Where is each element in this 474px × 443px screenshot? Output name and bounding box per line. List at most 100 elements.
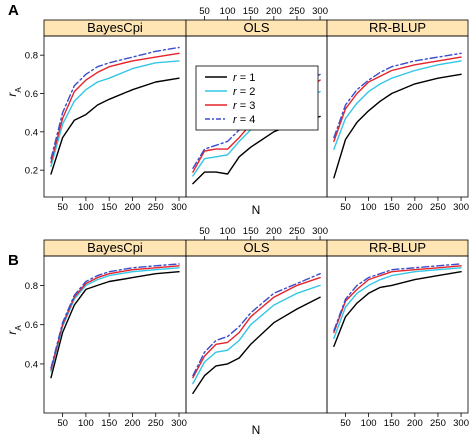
x-tick-label: 50	[57, 202, 68, 213]
legend-entry-var: r	[233, 100, 238, 112]
y-tick-label: 0.8	[25, 281, 38, 292]
series-line-r2	[333, 60, 462, 150]
x-tick-label: 200	[407, 202, 423, 213]
y-tick-label: 0.6	[25, 89, 38, 100]
y-tick-label: 0.4	[25, 127, 38, 138]
panel-frame	[326, 255, 469, 414]
series-line-r4	[50, 46, 180, 160]
x-tick-label: 300	[171, 418, 187, 429]
series-line-r4	[333, 263, 462, 332]
x-tick-label: 200	[125, 418, 141, 429]
x-tick-label: 100	[361, 202, 377, 213]
series-line-r3	[50, 265, 180, 371]
legend-entry: r = 1	[233, 72, 255, 84]
chart-2: B BayesCpi 50 100 150 200 250 300 OLS 50 100 150 200…	[5, 226, 469, 437]
x-tick-label: 250	[289, 226, 305, 237]
panel-ols: OLS 50 100 150 200 250 300	[185, 226, 328, 414]
series-line-r1	[50, 271, 180, 379]
x-tick-label: 100	[78, 418, 94, 429]
panel-rr-blup: RR-BLUP 50 100 150 200 250 300	[326, 19, 469, 213]
chart-1: A BayesCpi 50 100 150 200 250 300 OLS 50 100 150 200…	[5, 2, 469, 217]
legend-entry: r = 3	[233, 100, 255, 112]
panel-rr-blup: RR-BLUP 50 100 150 200 250 300	[326, 239, 469, 429]
series-line-r2	[50, 267, 180, 373]
x-tick-label: 200	[125, 202, 141, 213]
series-line-r4	[192, 273, 321, 377]
panel-bayescpi: BayesCpi 50 100 150 200 250 300	[43, 19, 187, 213]
panel-frame	[43, 35, 187, 198]
series-line-r1	[333, 73, 462, 179]
panel-frame	[326, 35, 469, 198]
x-tick-label: 100	[220, 6, 236, 17]
y-axis-label: rA	[5, 325, 23, 335]
x-tick-label: 250	[148, 418, 164, 429]
series-line-r4	[333, 52, 462, 139]
x-tick-label: 150	[101, 202, 117, 213]
x-tick-label: 300	[453, 418, 469, 429]
x-tick-label: 150	[384, 202, 400, 213]
series-line-r1	[50, 77, 180, 175]
y-axis-label: rA	[5, 87, 23, 97]
x-tick-label: 300	[453, 202, 469, 213]
y-tick-label: 0.8	[25, 51, 38, 62]
y-tick-label: 0.4	[25, 359, 38, 370]
series-line-r2	[333, 267, 462, 340]
panel-letter: B	[8, 252, 19, 269]
y-tick-label: 0.2	[25, 166, 38, 177]
x-tick-label: 50	[199, 6, 210, 17]
series-line-r1	[192, 296, 321, 395]
x-tick-label: 150	[384, 418, 400, 429]
panel-frame	[43, 255, 187, 414]
series-line-r4	[50, 263, 180, 369]
panel-bayescpi: BayesCpi 50 100 150 200 250 300	[43, 239, 187, 429]
legend-entry-value: = 4	[237, 114, 256, 126]
x-tick-label: 200	[266, 6, 282, 17]
x-tick-label: 50	[340, 202, 351, 213]
y-axis-label-main: r	[5, 92, 19, 97]
series-line-r3	[192, 276, 321, 379]
x-tick-label: 150	[243, 6, 259, 17]
x-tick-label: 50	[57, 418, 68, 429]
x-tick-label: 250	[430, 418, 446, 429]
legend-entry-var: r	[233, 86, 238, 98]
x-tick-label: 50	[340, 418, 351, 429]
x-axis-label: N	[252, 203, 261, 217]
y-tick-label: 0.6	[25, 320, 38, 331]
x-tick-label: 200	[266, 226, 282, 237]
x-tick-label: 100	[78, 202, 94, 213]
x-tick-label: 200	[407, 418, 423, 429]
legend-entry-value: = 2	[237, 86, 256, 98]
x-tick-label: 50	[199, 226, 210, 237]
legend-entry-var: r	[233, 114, 238, 126]
legend-entry-value: = 3	[237, 100, 256, 112]
x-tick-label: 150	[243, 226, 259, 237]
x-tick-label: 250	[289, 6, 305, 17]
x-tick-label: 250	[148, 202, 164, 213]
legend-box	[195, 65, 319, 131]
y-axis: 0.4 0.6 0.8 rA	[5, 281, 44, 370]
legend-entry-var: r	[233, 72, 238, 84]
strip-title: OLS	[243, 240, 269, 255]
x-axis-label: N	[252, 423, 261, 437]
y-axis: 0.2 0.4 0.6 0.8 rA	[5, 51, 44, 177]
series-line-r2	[192, 284, 321, 385]
y-axis-label-main: r	[5, 330, 19, 335]
series-line-r2	[50, 60, 180, 168]
x-tick-label: 300	[312, 226, 328, 237]
x-tick-label: 100	[361, 418, 377, 429]
strip-title: RR-BLUP	[369, 20, 426, 35]
series-line-r3	[50, 52, 180, 164]
series-line-r1	[333, 271, 462, 347]
legend-entry-value: = 1	[237, 72, 256, 84]
x-tick-label: 150	[101, 418, 117, 429]
x-tick-label: 250	[430, 202, 446, 213]
legend-entry: r = 2	[233, 86, 255, 98]
panel-ols: OLS 50 100 150 200 250 300	[185, 6, 328, 198]
legend-entry: r = 4	[233, 114, 255, 126]
strip-title: OLS	[243, 20, 269, 35]
y-axis-label-sub: A	[14, 325, 23, 331]
x-tick-label: 300	[312, 6, 328, 17]
y-axis-label-sub: A	[14, 87, 23, 93]
strip-title: BayesCpi	[87, 240, 143, 255]
